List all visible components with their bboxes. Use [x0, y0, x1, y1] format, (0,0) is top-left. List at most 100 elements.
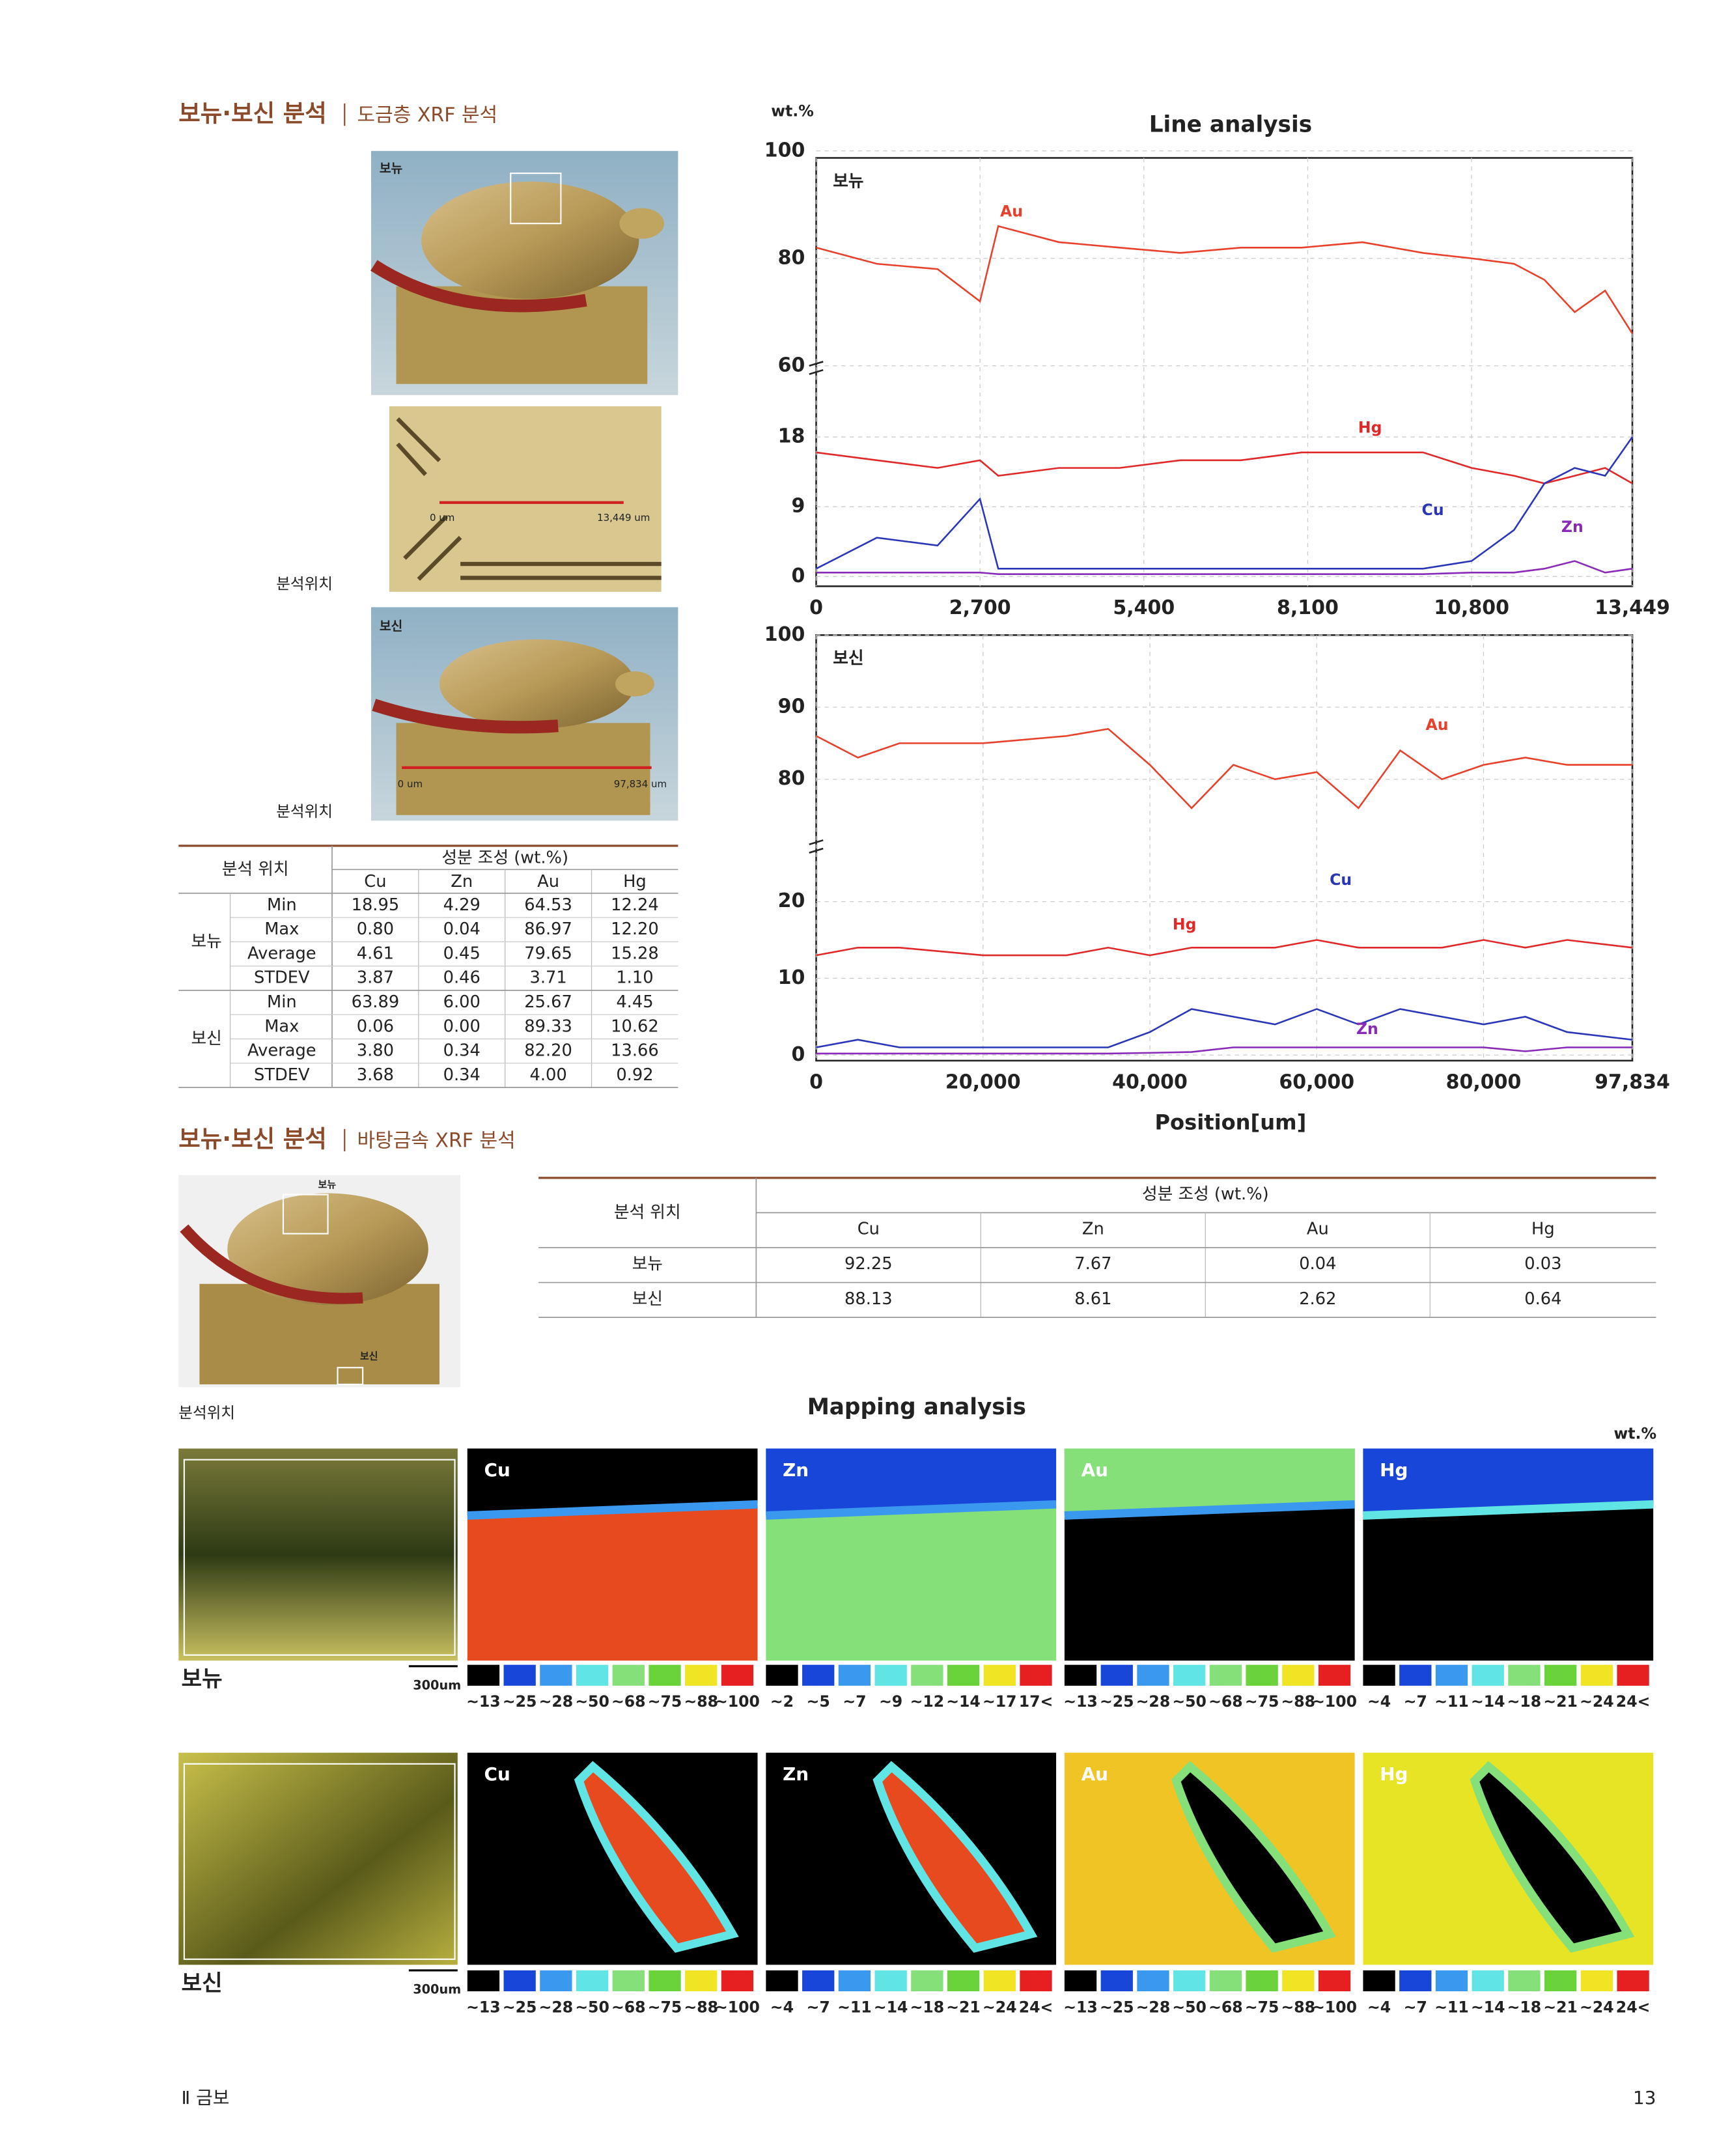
legend-label: ~11: [1434, 1998, 1469, 2016]
table-cell: 63.89: [352, 992, 400, 1012]
table-column: Au: [537, 872, 559, 891]
x-tick-label: 0: [809, 1071, 823, 1094]
table-cell: Average: [247, 1041, 316, 1061]
row-label: 보뉴: [182, 1666, 223, 1692]
legend-swatch: [1173, 1970, 1206, 1992]
legend-swatch: [685, 1664, 718, 1686]
scale-label: 300um: [413, 1981, 461, 1996]
legend-label: ~50: [575, 1692, 609, 1711]
legend-swatch: [1246, 1970, 1278, 1992]
legend-swatch: [874, 1970, 907, 1992]
legend-swatch: [1318, 1970, 1351, 1992]
table-cell: 12.20: [611, 919, 659, 939]
legend-swatch: [649, 1664, 681, 1686]
legend-swatch: [1580, 1664, 1613, 1686]
legend-label: ~68: [1208, 1998, 1243, 2016]
table-cell: 0.04: [443, 919, 481, 939]
table-header: 분석 위치: [614, 1203, 681, 1222]
table-cell: 64.53: [524, 895, 572, 915]
legend-swatch: [1246, 1664, 1278, 1686]
legend-swatch: [1209, 1664, 1242, 1686]
y-tick-label: 60: [778, 354, 805, 376]
legend-label: 24<: [1616, 1692, 1651, 1711]
legend-label: ~17: [983, 1692, 1017, 1711]
photo-label: 보뉴: [380, 161, 403, 176]
series-label: Au: [1000, 203, 1023, 221]
table-column: Au: [1307, 1220, 1329, 1239]
table-cell: 0.34: [443, 1065, 481, 1085]
table-header: 분석 위치: [222, 860, 289, 879]
legend-label: ~75: [648, 1998, 682, 2016]
legend-label: ~75: [1245, 1692, 1279, 1711]
legend-swatch: [911, 1970, 943, 1992]
legend-label: ~7: [807, 1998, 830, 2016]
legend-swatch: [685, 1970, 718, 1992]
table-cell: 10.62: [611, 1016, 659, 1036]
table-cell: 3.80: [357, 1041, 394, 1061]
section-title: 보뉴·보신 분석: [178, 100, 326, 128]
photo-caption: 분석위치: [276, 575, 333, 593]
legend-label: ~11: [837, 1998, 872, 2016]
chart-title: Line analysis: [1149, 112, 1312, 138]
x-tick-label: 10,800: [1434, 596, 1509, 619]
table-cell: 4.61: [357, 944, 394, 963]
axis-break: [809, 361, 824, 375]
legend-label: 24<: [1616, 1998, 1651, 2016]
legend-label: ~25: [503, 1692, 537, 1711]
legend-label: ~25: [503, 1998, 537, 2016]
photo-label: 보뉴: [318, 1179, 337, 1190]
legend-label: 17<: [1019, 1692, 1053, 1711]
legend-swatch: [802, 1664, 835, 1686]
legend-swatch: [766, 1664, 798, 1686]
map-element-label: Au: [1081, 1459, 1108, 1481]
legend-swatch: [1580, 1970, 1613, 1992]
legend-swatch: [1472, 1664, 1504, 1686]
table-cell: 3.68: [357, 1065, 394, 1085]
series-label: Zn: [1356, 1020, 1378, 1038]
table-cell: STDEV: [254, 968, 310, 988]
table-cell: 3.87: [357, 968, 394, 988]
series-line: [815, 727, 1633, 809]
legend-label: ~24: [1580, 1998, 1614, 2016]
legend-label: ~18: [910, 1998, 945, 2016]
table-cell: 0.34: [443, 1041, 481, 1061]
map-element-label: Zn: [783, 1763, 809, 1785]
legend-swatch: [1137, 1664, 1169, 1686]
legend-label: ~88: [1281, 1692, 1316, 1711]
y-tick-label: 18: [778, 425, 805, 448]
x-tick-label: 5,400: [1113, 596, 1175, 619]
scale-start: 0 um: [430, 512, 454, 524]
table-cell: Min: [267, 992, 297, 1012]
legend-label: ~50: [575, 1998, 609, 2016]
y-tick-label: 0: [791, 565, 805, 587]
table-cell: 25.67: [524, 992, 572, 1012]
scale-label: 300um: [413, 1677, 461, 1692]
legend-label: ~13: [466, 1692, 501, 1711]
photo-closeup: [389, 406, 662, 592]
table-header: 성분 조성 (wt.%): [441, 848, 568, 868]
legend-label: ~50: [1172, 1998, 1207, 2016]
x-tick-label: 0: [809, 596, 823, 619]
legend-swatch: [1282, 1970, 1315, 1992]
table-cell: 4.45: [616, 992, 653, 1012]
legend-swatch: [983, 1970, 1016, 1992]
legend-swatch: [1472, 1970, 1504, 1992]
series-label: Cu: [1422, 501, 1444, 519]
legend-swatch: [540, 1664, 572, 1686]
legend-label: ~18: [1507, 1998, 1542, 2016]
table-column: Zn: [451, 872, 473, 891]
legend-label: ~13: [466, 1998, 501, 2016]
table-cell: 4.00: [529, 1065, 566, 1085]
series-label: Zn: [1561, 518, 1584, 536]
x-tick-label: 13,449: [1595, 596, 1670, 619]
legend-label: ~28: [539, 1692, 574, 1711]
micrograph-frame: [183, 1763, 456, 1960]
series-line: [816, 560, 1633, 575]
table-cell: 0.46: [443, 968, 481, 988]
legend-swatch: [503, 1970, 536, 1992]
footer-chapter: Ⅱ 금보: [182, 2087, 230, 2108]
legend-label: ~7: [1404, 1998, 1427, 2016]
x-tick-label: 80,000: [1446, 1071, 1522, 1094]
series-label: Cu: [1330, 871, 1352, 889]
legend-label: 24<: [1019, 1998, 1053, 2016]
